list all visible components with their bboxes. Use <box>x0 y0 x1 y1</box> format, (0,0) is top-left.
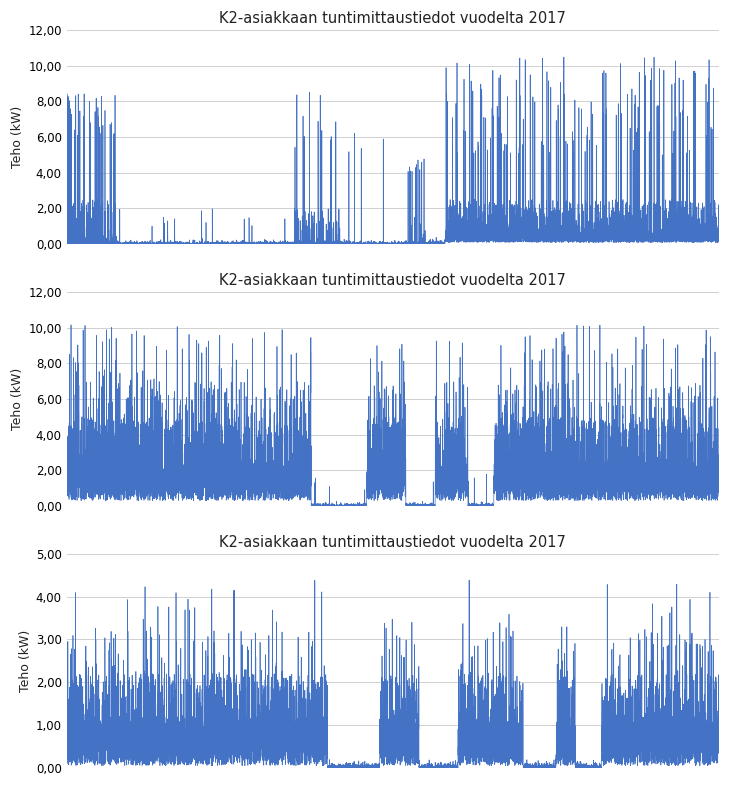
Y-axis label: Teho (kW): Teho (kW) <box>11 106 24 168</box>
Title: K2-asiakkaan tuntimittaustiedot vuodelta 2017: K2-asiakkaan tuntimittaustiedot vuodelta… <box>219 11 566 26</box>
Y-axis label: Teho (kW): Teho (kW) <box>18 630 31 692</box>
Title: K2-asiakkaan tuntimittaustiedot vuodelta 2017: K2-asiakkaan tuntimittaustiedot vuodelta… <box>219 535 566 550</box>
Title: K2-asiakkaan tuntimittaustiedot vuodelta 2017: K2-asiakkaan tuntimittaustiedot vuodelta… <box>219 273 566 288</box>
Y-axis label: Teho (kW): Teho (kW) <box>11 368 24 430</box>
